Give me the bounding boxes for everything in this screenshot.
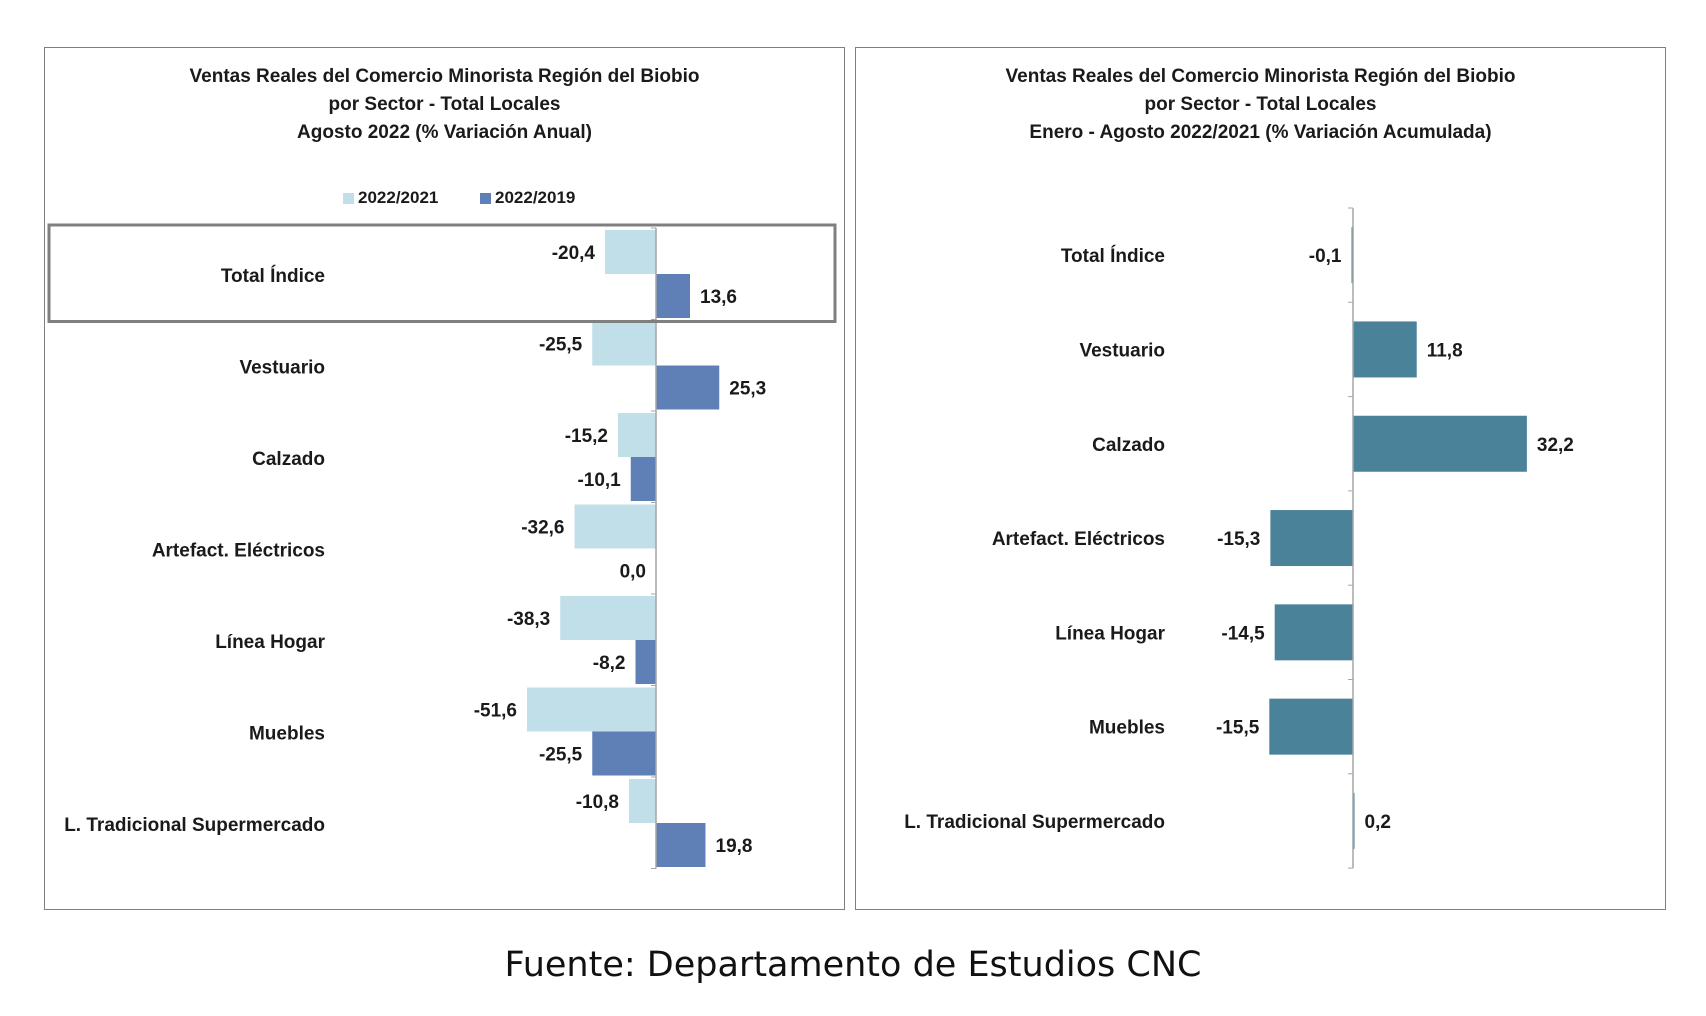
category-label-linea-hogar: Línea Hogar [215,632,325,653]
data-label-l-tradicional-supermercado: 0,2 [1365,812,1391,833]
chart-title-line-1: Ventas Reales del Comercio Minorista Reg… [189,66,700,87]
category-label-artefact-electricos: Artefact. Eléctricos [992,529,1165,550]
category-label-artefact-electricos: Artefact. Eléctricos [152,540,325,561]
category-label-calzado: Calzado [1092,435,1165,456]
cumulative-variation-chart: Total Índice -0,1 Vestuario 11,8 Calzado 32,2… [904,207,1574,869]
data-label-2022-2019-l-tradicional-supermercado: 19,8 [716,836,753,857]
data-label-2022-2019-linea-hogar: -8,2 [593,653,626,674]
category-label-vestuario: Vestuario [239,357,325,378]
data-label-2022-2019-muebles: -25,5 [539,745,583,766]
category-label-l-tradicional-supermercado: L. Tradicional Supermercado [64,815,325,836]
bar-2022-2021-artefact-electricos [574,504,656,549]
bar-2022-2019-vestuario [656,365,720,410]
bar-muebles [1269,698,1353,755]
data-label-2022-2021-calzado: -15,2 [565,426,608,447]
data-label-vestuario: 11,8 [1427,340,1463,361]
legend-label-2022-2021: 2022/2021 [358,188,438,207]
data-label-calzado: 32,2 [1537,435,1574,456]
bar-artefact-electricos [1270,510,1353,567]
category-label-l-tradicional-supermercado: L. Tradicional Supermercado [904,812,1165,833]
category-label-total-indice: Total Índice [221,265,325,287]
legend-swatch-2022-2019 [480,193,491,204]
data-label-2022-2019-vestuario: 25,3 [729,379,766,400]
chart-title-line-3: Agosto 2022 (% Variación Anual) [297,122,592,143]
chart-title-line-1: Ventas Reales del Comercio Minorista Reg… [1005,66,1516,87]
bar-2022-2021-vestuario [592,321,656,366]
data-label-2022-2021-l-tradicional-supermercado: -10,8 [576,792,619,813]
bar-2022-2019-l-tradicional-supermercado [656,823,706,867]
chart-title-line-2: por Sector - Total Locales [1144,94,1377,115]
data-label-linea-hogar: -14,5 [1221,623,1265,644]
bar-2022-2019-muebles [592,731,656,776]
annual-variation-chart-panel: Ventas Reales del Comercio Minorista Reg… [44,47,845,910]
data-label-2022-2021-muebles: -51,6 [474,701,517,722]
data-label-2022-2019-calzado: -10,1 [577,470,621,491]
category-label-muebles: Muebles [249,723,325,744]
data-label-artefact-electricos: -15,3 [1217,529,1260,550]
legend-label-2022-2019: 2022/2019 [495,188,575,207]
data-label-2022-2019-artefact-electricos: 0,0 [620,562,646,583]
highlight-box-total-indice [47,223,837,323]
data-label-2022-2021-total-indice: -20,4 [552,243,596,264]
category-label-muebles: Muebles [1089,718,1165,739]
category-label-calzado: Calzado [252,449,325,470]
data-label-2022-2021-artefact-electricos: -32,6 [521,518,564,539]
data-label-2022-2021-linea-hogar: -38,3 [507,609,550,630]
data-label-total-indice: -0,1 [1309,246,1342,267]
bar-2022-2019-linea-hogar [635,640,656,684]
chart-title-line-3: Enero - Agosto 2022/2021 (% Variación Ac… [1029,122,1492,143]
bar-calzado [1353,415,1527,472]
category-label-linea-hogar: Línea Hogar [1055,623,1165,644]
category-label-total-indice: Total Índice [1061,245,1165,267]
source-note: Fuente: Departamento de Estudios CNC [504,945,1202,985]
bar-2022-2021-l-tradicional-supermercado [629,779,656,823]
bar-2022-2021-total-indice [605,230,656,274]
data-label-2022-2019-total-indice: 13,6 [700,287,737,308]
bar-2022-2019-total-indice [656,274,690,318]
data-label-2022-2021-vestuario: -25,5 [539,335,583,356]
category-label-vestuario: Vestuario [1079,340,1165,361]
legend-swatch-2022-2021 [343,193,354,204]
bar-vestuario [1353,321,1417,378]
bar-2022-2021-calzado [618,413,656,457]
bar-2022-2021-muebles [527,687,656,732]
bar-2022-2019-calzado [630,457,656,501]
data-label-muebles: -15,5 [1216,718,1260,739]
cumulative-variation-chart-panel: Ventas Reales del Comercio Minorista Reg… [855,47,1666,910]
bar-2022-2021-linea-hogar [560,596,656,640]
chart-title-line-2: por Sector - Total Locales [328,94,561,115]
bar-linea-hogar [1274,604,1353,661]
annual-variation-chart: 2022/2021 2022/2019 Total Índice -20,4 13,6 V… [47,188,837,869]
